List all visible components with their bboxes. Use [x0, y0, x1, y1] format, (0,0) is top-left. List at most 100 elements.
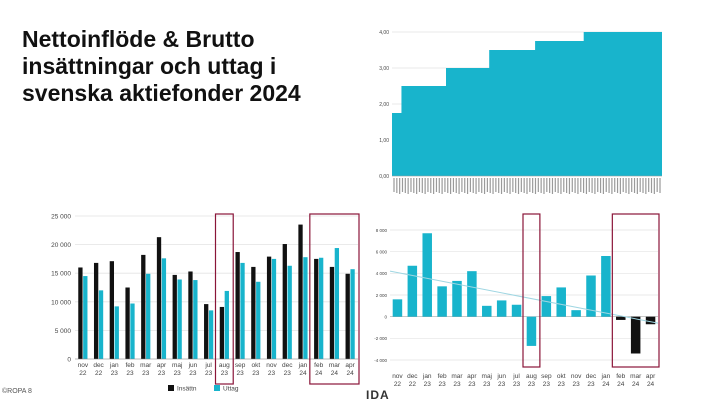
- x-date-label: [438, 178, 440, 193]
- x-tick-label-year: 23: [558, 381, 566, 388]
- x-tick-label-year: 23: [174, 370, 182, 377]
- bar-net-inflow: [422, 233, 432, 317]
- bar-deposits: [156, 237, 162, 359]
- x-date-label: [549, 178, 551, 193]
- x-date-label: [517, 178, 520, 194]
- x-tick-label-month: okt: [557, 373, 566, 380]
- x-tick-label-month: sep: [235, 362, 246, 369]
- legend-label: Insättn: [177, 386, 197, 393]
- bar-net-inflow: [616, 316, 626, 320]
- x-date-label: [645, 178, 647, 194]
- bar-net-inflow: [392, 299, 403, 317]
- x-date-label: [472, 178, 474, 193]
- x-date-label: [506, 178, 508, 193]
- y-tick-label: 5 000: [55, 328, 72, 335]
- x-date-label: [532, 178, 534, 193]
- x-date-label: [580, 178, 582, 192]
- bar-withdrawals: [334, 248, 340, 359]
- x-date-label: [455, 178, 457, 193]
- highlight-box: [309, 213, 360, 385]
- x-tick-label-month: mar: [140, 362, 152, 369]
- x-date-label: [571, 178, 573, 192]
- y-tick-label: 20 000: [51, 242, 71, 249]
- x-tick-label-year: 22: [79, 370, 87, 377]
- x-date-label: [594, 178, 596, 194]
- x-tick-label-year: 23: [221, 370, 229, 377]
- x-tick-label-year: 23: [498, 381, 506, 388]
- highlight-box: [522, 213, 541, 368]
- bar-deposits: [219, 306, 225, 359]
- x-date-label: [554, 178, 556, 192]
- x-date-label: [568, 178, 571, 194]
- x-tick-label-month: dec: [282, 362, 293, 369]
- x-tick-label-year: 23: [111, 370, 119, 377]
- x-tick-label-month: apr: [345, 362, 355, 369]
- x-tick-label-year: 24: [632, 381, 640, 388]
- x-tick-label-month: apr: [646, 373, 656, 380]
- x-tick-label-year: 23: [205, 370, 213, 377]
- bar-withdrawals: [318, 257, 324, 359]
- x-tick-label-month: jan: [109, 362, 119, 369]
- bar-net-inflow: [437, 286, 447, 317]
- bar-withdrawals: [177, 279, 182, 359]
- bar-deposits: [298, 224, 303, 359]
- bar-deposits: [329, 266, 335, 359]
- x-tick-label-month: mar: [329, 362, 341, 369]
- bar-net-inflow: [571, 310, 581, 317]
- x-tick-label-year: 23: [587, 381, 595, 388]
- x-date-label: [509, 178, 511, 194]
- x-date-label: [498, 178, 500, 193]
- x-date-label: [418, 178, 421, 192]
- bar-net-inflow: [630, 316, 641, 354]
- y-tick-label: 0,00: [379, 174, 389, 180]
- x-date-label: [503, 178, 505, 192]
- y-tick-label: 8 000: [376, 228, 388, 233]
- x-tick-label-year: 23: [158, 370, 166, 377]
- trendline: [389, 270, 659, 324]
- x-tick-label-year: 24: [315, 370, 323, 377]
- x-date-label: [475, 178, 477, 194]
- bar-withdrawals: [303, 257, 308, 359]
- x-date-label: [659, 178, 661, 193]
- bar-deposits: [141, 254, 146, 359]
- y-tick-label: 10 000: [51, 299, 71, 306]
- bar-net-inflow: [496, 300, 507, 317]
- x-tick-label-year: 22: [394, 381, 402, 388]
- x-tick-label-year: 23: [142, 370, 150, 377]
- x-tick-label-year: 23: [453, 381, 461, 388]
- legend-swatch: [214, 385, 220, 391]
- x-date-label: [489, 178, 491, 193]
- x-date-label: [399, 178, 401, 194]
- x-tick-label-month: feb: [126, 362, 135, 369]
- bar-withdrawals: [208, 310, 214, 359]
- bar-net-inflow: [645, 316, 656, 325]
- legend: Insättn Uttag: [168, 385, 239, 393]
- x-date-label: [537, 178, 539, 192]
- page-title: Nettoinflöde & Brutto insättningar och u…: [22, 26, 352, 107]
- x-date-label: [393, 178, 395, 192]
- y-tick-label: 4 000: [376, 271, 388, 276]
- x-date-label: [421, 178, 423, 193]
- bar-withdrawals: [240, 262, 245, 359]
- x-tick-label-year: 23: [572, 381, 580, 388]
- x-date-label: [585, 178, 588, 194]
- x-tick-label-month: maj: [172, 362, 182, 369]
- x-tick-label-month: jan: [601, 373, 611, 380]
- x-tick-label-year: 22: [95, 370, 103, 377]
- x-date-label: [619, 178, 621, 194]
- x-date-label: [416, 178, 418, 194]
- x-tick-label-year: 23: [424, 381, 432, 388]
- x-tick-label-month: okt: [251, 362, 260, 369]
- x-tick-label-month: nov: [78, 362, 89, 369]
- x-date-label: [563, 178, 565, 192]
- x-tick-label-month: mar: [630, 373, 642, 380]
- x-tick-label-year: 24: [647, 381, 655, 388]
- x-date-label: [523, 178, 525, 193]
- bar-deposits: [282, 244, 287, 359]
- x-date-label: [540, 178, 542, 193]
- x-tick-label-year: 24: [299, 370, 307, 377]
- x-date-label: [551, 178, 554, 194]
- x-date-label: [648, 178, 650, 192]
- x-date-label: [614, 178, 616, 192]
- x-date-label: [633, 178, 636, 193]
